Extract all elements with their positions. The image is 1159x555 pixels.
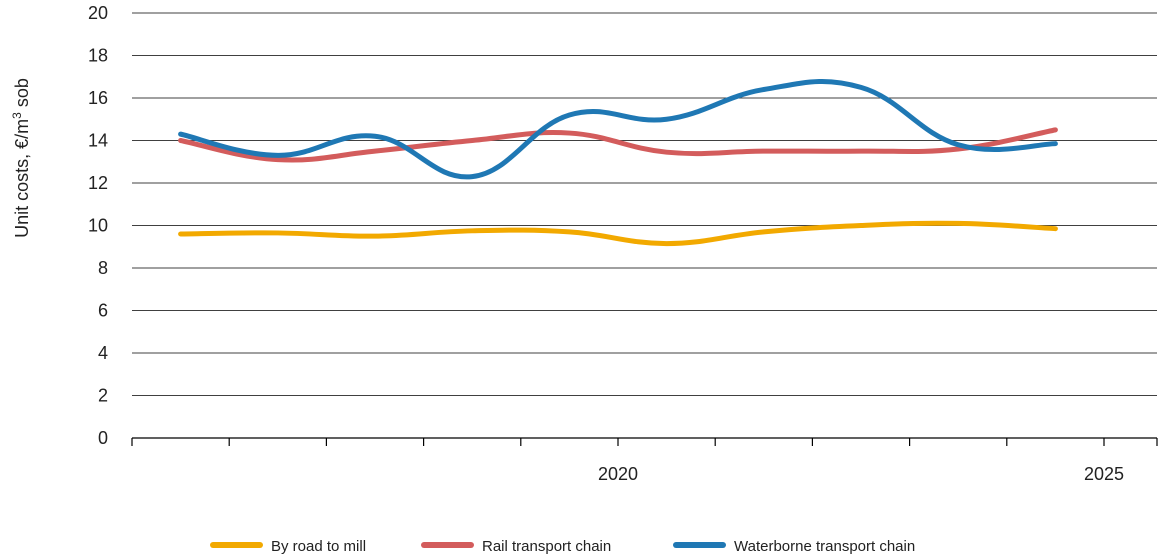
series-line-2 [178,127,1058,163]
y-tick-label: 2 [98,386,108,406]
y-tick-label: 18 [88,46,108,66]
y-tick-label: 20 [88,3,108,23]
legend-label: By road to mill [271,538,366,555]
y-tick-label: 8 [98,258,108,278]
y-tick-label: 14 [88,131,108,151]
series-lines [178,79,1058,247]
y-tick-label: 16 [88,88,108,108]
series-line-3 [178,79,1058,180]
y-tick-label: 0 [98,428,108,448]
x-tick-label: 2025 [1084,464,1124,484]
x-tick-label: 2020 [598,464,638,484]
y-tick-label: 10 [88,216,108,236]
y-tick-label: 6 [98,301,108,321]
y-tick-label: 12 [88,173,108,193]
y-axis-title: Unit costs, €/m3 sob [10,78,32,238]
legend-label: Waterborne transport chain [734,538,915,555]
y-axis-tick-labels: 0 2 4 6 8 10 12 14 16 18 20 [88,3,108,448]
series-line-1 [178,220,1058,247]
y-tick-label: 4 [98,343,108,363]
gridlines [132,12,1157,396]
x-axis: 2020 2025 [131,437,1158,484]
legend-label: Rail transport chain [482,538,611,555]
legend: By road to mill Rail transport chain Water… [210,538,915,555]
